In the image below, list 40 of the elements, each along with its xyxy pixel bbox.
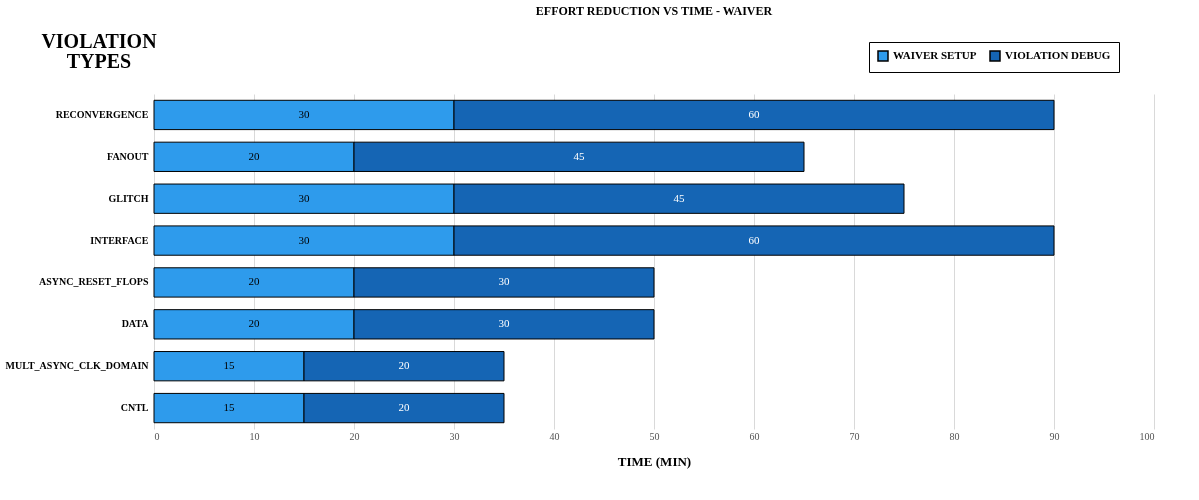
text: VIOLATION TYPES — [41, 30, 158, 72]
legend-label: WAIVER SETUP — [893, 49, 977, 61]
data-label: 15 — [223, 359, 235, 372]
y-tick-label: GLITCH — [108, 192, 149, 204]
data-label: 45 — [573, 149, 585, 162]
data-label: 30 — [298, 233, 310, 246]
data-label: 30 — [298, 191, 310, 204]
data-label: 15 — [223, 401, 235, 414]
y-tick-label: ASYNC_RESET_FLOPS — [39, 276, 149, 288]
y-tick-label: INTERFACE — [90, 234, 149, 246]
x-axis-title: TIME (MIN) — [617, 453, 692, 469]
x-tick-label: 60 — [749, 430, 760, 442]
legend-label: VIOLATION DEBUG — [1005, 49, 1111, 61]
x-tick-label: 10 — [249, 430, 260, 442]
y-tick-label: MULT_ASYNC_CLK_DOMAIN — [5, 360, 150, 372]
data-label: 20 — [398, 401, 410, 414]
data-label: 20 — [248, 149, 260, 162]
data-label: 60 — [748, 107, 760, 120]
data-label: 30 — [498, 275, 510, 288]
x-tick-label: 20 — [349, 430, 360, 442]
data-label: 20 — [248, 317, 260, 330]
y-tick-label: CNTL — [120, 402, 149, 414]
y-tick-label: FANOUT — [107, 150, 149, 162]
x-tick-label: 40 — [549, 430, 560, 442]
x-tick-label: 100 — [1139, 430, 1155, 442]
data-label: 60 — [748, 233, 760, 246]
data-label: 20 — [398, 359, 410, 372]
x-tick-label: 90 — [1049, 430, 1060, 442]
x-tick-label: 0 — [154, 430, 160, 442]
x-tick-label: 80 — [949, 430, 960, 442]
data-label: 45 — [673, 191, 685, 204]
chart-title: EFFORT REDUCTION VS TIME - WAIVER — [535, 4, 773, 18]
x-tick-label: 30 — [449, 430, 460, 442]
data-label: 30 — [498, 317, 510, 330]
y-tick-label: DATA — [121, 318, 150, 330]
data-label: 20 — [248, 275, 260, 288]
y-tick-label: RECONVERGENCE — [55, 108, 149, 120]
data-label: 30 — [298, 107, 310, 120]
x-tick-label: 50 — [649, 430, 660, 442]
x-tick-label: 70 — [849, 430, 860, 442]
